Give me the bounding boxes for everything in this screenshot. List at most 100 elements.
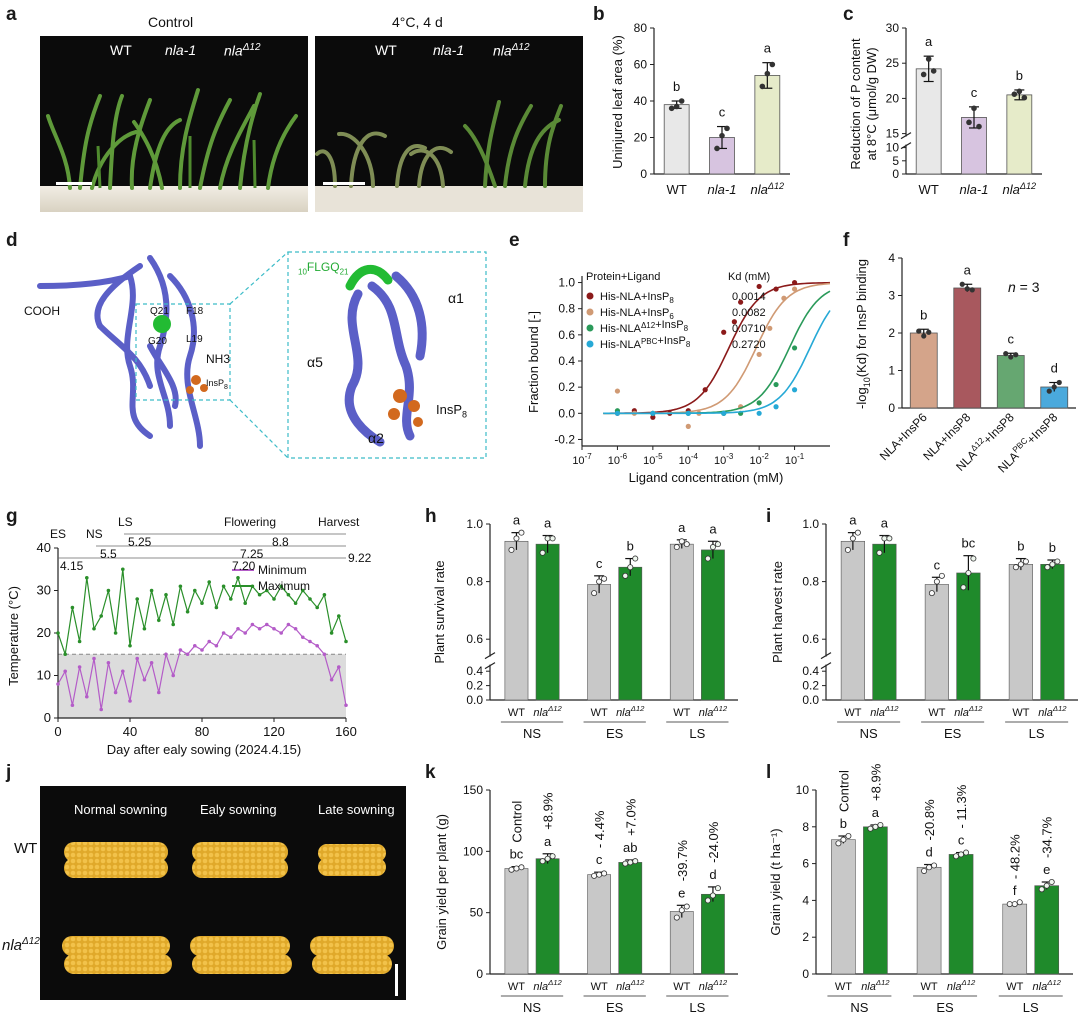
- chart-l-group-label: LS: [1023, 1000, 1039, 1015]
- corn-cobs-illustration: [62, 842, 394, 974]
- chart-g-data-point: [85, 575, 89, 580]
- chart-k-x-label: nlaΔ12: [533, 978, 562, 993]
- chart-e-y-tick-label: 1.0: [558, 276, 575, 290]
- chart-e-fit-curve: [603, 310, 831, 415]
- chart-g-data-point: [272, 626, 276, 631]
- chart-c-sig-letter: a: [925, 34, 933, 49]
- chart-h-data-point: [683, 541, 690, 548]
- chart-i-axis-break-mark: [820, 662, 832, 670]
- chart-l-data-point: [1016, 899, 1023, 906]
- chart-g-data-point: [221, 584, 226, 589]
- chart-c-x-label: nla-1: [960, 182, 989, 197]
- label-nla1-control: nla-1: [165, 42, 197, 58]
- chart-l-data-point: [835, 840, 842, 847]
- chart-g-data-point: [193, 643, 197, 648]
- chart-g-data-point: [322, 652, 327, 657]
- chart-l-sig-letter: e: [1043, 862, 1050, 877]
- chart-g-data-point: [243, 601, 247, 606]
- chart-i-data-point: [854, 529, 861, 536]
- chart-k-y-tick-label: 50: [470, 906, 484, 920]
- chart-b-sig-letter: a: [764, 41, 772, 56]
- chart-l-pct-label: Control: [836, 770, 851, 812]
- chart-e-legend-kd: 0.0710: [732, 323, 766, 335]
- chart-k-data-point: [508, 866, 515, 873]
- chart-i-x-label: nlaΔ12: [1038, 704, 1067, 719]
- chart-e-y-tick-label: 0.2: [558, 380, 575, 394]
- chart-e-y-tick-label: -0.2: [554, 432, 575, 446]
- chart-g-stage-date: 7.20: [232, 559, 256, 573]
- chart-c-y-tick-label: 0: [892, 167, 899, 181]
- panel-letter-i: i: [766, 506, 772, 527]
- chart-h-bar: [587, 584, 611, 701]
- chart-i-y-tick-label: 0.6: [802, 632, 819, 646]
- chart-c-x-label: nlaΔ12: [1003, 181, 1037, 197]
- chart-k-sig-letter: ab: [623, 840, 637, 855]
- chart-h-x-label: nlaΔ12: [699, 704, 728, 719]
- chart-k-x-label: WT: [591, 981, 608, 993]
- chart-b-y-tick-label: 0: [640, 167, 647, 181]
- chart-l-sig-letter: a: [872, 805, 880, 820]
- chart-i-group-label: ES: [944, 726, 962, 741]
- chart-c-data-point: [1016, 88, 1023, 95]
- chart-g-data-point: [229, 635, 233, 640]
- chart-k-data-point: [622, 860, 629, 867]
- chart-l-sig-letter: f: [1013, 883, 1017, 898]
- chart-e-data-point: [773, 286, 779, 292]
- chart-e-data-point: [773, 381, 779, 388]
- chart-i-data-point: [970, 555, 977, 562]
- chart-b-bar: [663, 104, 690, 175]
- chart-f-bar: [909, 332, 938, 409]
- label-nla12-control: nlaΔ12: [224, 42, 261, 59]
- chart-i-bar: [924, 584, 949, 701]
- chart-e-data-point: [791, 345, 798, 351]
- chart-k-pct-label: +8.9%: [541, 792, 556, 830]
- chart-g-data-point: [250, 622, 255, 627]
- chart-g-stage-date: 7.25: [240, 547, 264, 561]
- chart-k-bar: [504, 868, 529, 975]
- chart-l-bar: [1034, 885, 1060, 975]
- chart-g-data-point: [236, 575, 240, 580]
- chart-g-data-point: [56, 631, 60, 635]
- chart-i-y-tick-label: 0.2: [802, 679, 819, 693]
- chart-g-data-point: [70, 605, 75, 610]
- chart-g-y-tick-label: 30: [37, 583, 51, 598]
- chart-e-legend-label: His-NLA+InsP6: [600, 307, 674, 321]
- chart-g-stage-harvest: Harvest: [318, 515, 360, 529]
- chart-e-data-point: [731, 319, 737, 325]
- l19-label: L19: [186, 334, 203, 345]
- chart-e-x-tick-label: 10-7: [572, 452, 592, 467]
- chart-b-data-point: [764, 70, 771, 77]
- chart-i-sig-letter: c: [934, 557, 941, 572]
- chart-i-data-point: [1012, 564, 1019, 571]
- chart-f-y-tick-label: 3: [888, 289, 895, 303]
- chart-l-pct-label: -34.7%: [1040, 816, 1055, 858]
- chart-g-data-point: [200, 648, 204, 652]
- chart-g-data-point: [214, 605, 219, 610]
- chart-e-y-tick-label: 0.6: [558, 328, 575, 342]
- chart-e-y-tick-label: 0.8: [558, 302, 575, 316]
- chart-c-data-point: [976, 123, 982, 130]
- chart-i: 0.00.20.4 0.6 0.8 1.0 a WT a nlaΔ12 NS c WT bc nlaΔ1…: [770, 513, 1078, 741]
- chart-k-pct-label: -39.7%: [675, 840, 690, 882]
- panel-letter-h: h: [425, 506, 437, 527]
- chart-i-data-point: [938, 572, 945, 579]
- chart-f-data-point: [964, 286, 970, 292]
- chart-g-data-point: [178, 584, 183, 589]
- chart-f-bar: [996, 355, 1025, 409]
- chart-g-data-point: [344, 639, 348, 644]
- chart-h-x-label: nlaΔ12: [533, 704, 562, 719]
- chart-k-data-point: [704, 897, 711, 904]
- chart-k-sig-letter: d: [709, 867, 716, 882]
- chart-i-y-tick-label: 0.4: [802, 664, 819, 678]
- chart-k-x-label: nlaΔ12: [616, 978, 645, 993]
- chart-g-data-point: [106, 588, 111, 593]
- chart-b-data-point: [668, 105, 675, 112]
- chart-g-data-point: [337, 665, 341, 669]
- panel-letter-k: k: [425, 762, 436, 783]
- chart-c-data-point: [1021, 94, 1028, 101]
- chart-h-bar: [618, 566, 643, 701]
- chart-g-data-point: [128, 643, 132, 648]
- chart-k-data-point: [709, 892, 716, 899]
- chart-h-data-point: [622, 572, 629, 579]
- chart-e-legend-label: His-NLAΔ12+InsP8: [600, 319, 689, 335]
